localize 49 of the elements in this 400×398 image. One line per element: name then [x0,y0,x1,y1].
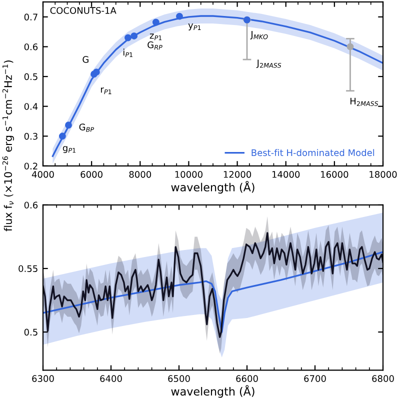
annotation: G$_{RP}$ [148,41,162,50]
point [176,12,183,20]
y-tick-label: 0.6 [24,202,38,209]
annotation: y$_{P1}$ [188,24,201,30]
point [124,34,132,42]
y-tick-label: 0.55 [18,265,38,272]
y-tick-label: 0.7 [24,14,38,20]
x-tick-label: 4000 [32,170,54,178]
x-tick-label: 18000 [370,170,397,178]
x-tick-label: 8000 [129,170,152,178]
annotation: J$_{2MASS}$ [256,60,282,68]
annotation: G$_{BP}$ [79,124,94,132]
point [346,43,354,50]
text: flux f$_{ν}$ (×10$^{−26}$ erg s$^{−1}$cm$^{−2}$Hz$^{−1}$) [2,60,14,232]
y-tick-label: 0.3 [24,132,38,140]
annotation: J$_{MKO}$ [250,31,268,40]
point [152,18,160,26]
annotation: G [82,56,88,63]
annotation: i$_{P1}$ [123,48,132,58]
x-tick-label: 12000 [224,170,252,178]
line-series [43,251,383,333]
annotation: z$_{P1}$ [150,34,162,40]
point [58,132,66,140]
x-tick-label: 6500 [168,375,190,382]
point [65,122,72,129]
x-tick-label: 6300 [32,375,54,382]
annotation: H$_{2MASS}$ [350,98,378,106]
point [130,32,138,40]
x-tick-label: 6800 [372,375,394,382]
x-tick-label: 10000 [175,170,202,178]
annotation: g$_{P1}$ [62,146,76,153]
x-tick-label: 16000 [321,170,348,178]
annotation: COCONUTS-1A [50,7,116,14]
line-series [43,232,383,338]
y-tick-label: 0.2 [24,162,38,170]
x-tick-label: 6700 [304,375,326,382]
x-tick-label: 14000 [272,170,300,178]
annotation: r$_{P1}$ [101,88,112,94]
y-tick-label: 0.6 [24,43,38,50]
y-tick-label: 0.5 [24,328,38,336]
x-tick-label: 6000 [80,170,102,178]
x-axis-title: wavelength (Å) [171,385,254,398]
point [92,68,100,76]
y-tick-label: 0.5 [24,73,38,80]
x-axis-title: wavelength (Å) [171,180,254,194]
x-tick-label: 6600 [236,375,258,382]
y-tick-label: 0.4 [24,103,38,110]
legend-label: Best-fit H-dominated Model [252,149,374,156]
x-tick-label: 6400 [100,375,122,382]
